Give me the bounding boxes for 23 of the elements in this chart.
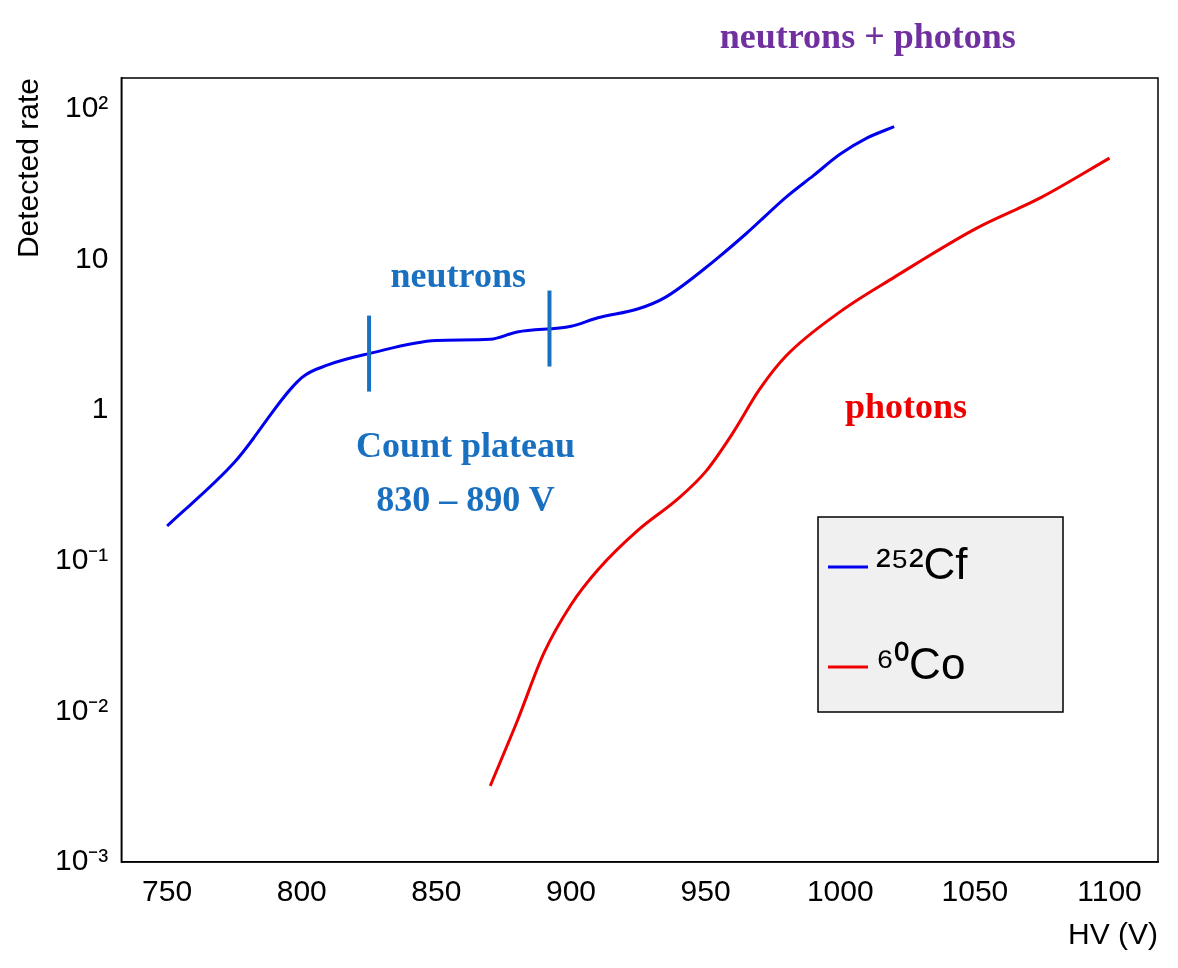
annotation: Count plateau xyxy=(356,425,576,466)
legend-label: ²⁵²Cf xyxy=(876,539,969,589)
y-tick-label: 10⁻³ xyxy=(55,843,109,877)
y-tick-label: 10⁻² xyxy=(55,692,109,726)
x-tick-label: 1000 xyxy=(806,874,874,908)
x-tick-label: 750 xyxy=(142,874,193,908)
annotation: 830 – 890 V xyxy=(376,478,555,519)
y-tick-label: 10 xyxy=(74,240,109,274)
x-tick-label: 950 xyxy=(680,874,731,908)
y-tick-label: 10² xyxy=(65,90,109,124)
text: neutrons + photons xyxy=(719,16,1016,57)
x-tick-label: 900 xyxy=(545,874,597,908)
y-axis-title: Detected rate xyxy=(11,78,45,259)
y-tick-label: 1 xyxy=(91,391,109,425)
x-tick-label: 1100 xyxy=(1077,874,1142,908)
x-tick-label: 800 xyxy=(276,874,327,908)
legend-label: ⁶⁰Co xyxy=(876,639,966,689)
annotation: photons xyxy=(845,386,968,427)
x-tick-label: 1050 xyxy=(941,874,1009,908)
x-axis-title: HV (V) xyxy=(1068,917,1158,951)
y-tick-label: 10⁻¹ xyxy=(55,541,109,575)
annotation: neutrons xyxy=(390,255,526,296)
x-tick-label: 850 xyxy=(411,874,462,908)
